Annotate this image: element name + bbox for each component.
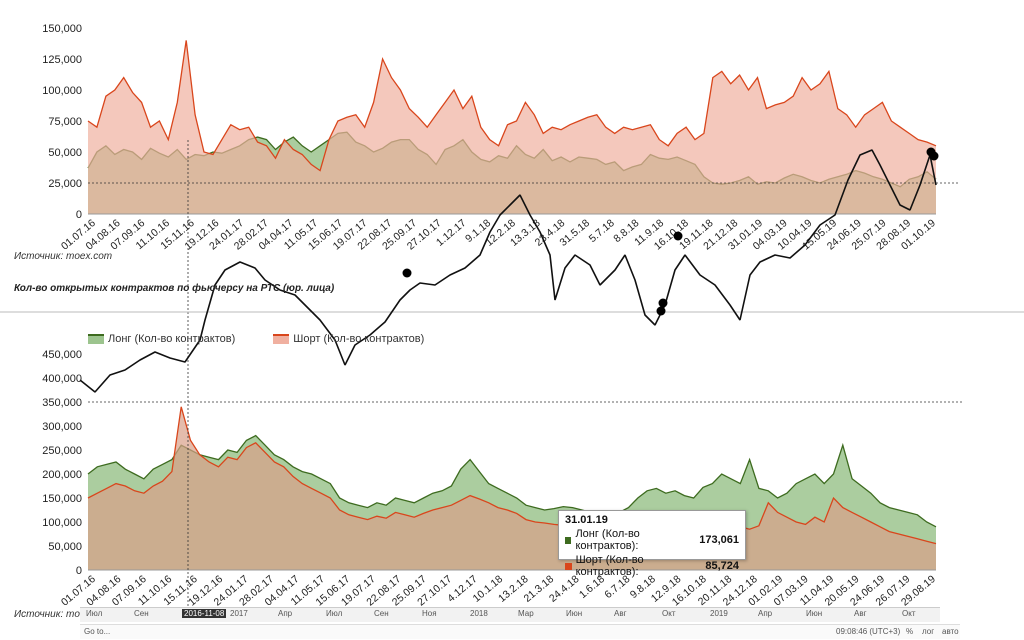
- y-tick-label: 100,000: [42, 517, 82, 529]
- y-tick-label: 0: [76, 209, 82, 221]
- y-tick-label: 150,000: [42, 23, 82, 35]
- series-1-area: [88, 40, 936, 215]
- source-top: Источник: moex.com: [14, 251, 113, 262]
- status-time: 09:08:46 (UTC+3): [836, 627, 901, 636]
- legend-long-label[interactable]: Лонг (Кол-во контрактов): [108, 333, 236, 345]
- legend: Лонг (Кол-во контрактов) Шорт (Кол-во ко…: [88, 333, 424, 345]
- navigator-label: Июл: [326, 609, 343, 618]
- source-bottom: Источник: mo: [14, 609, 80, 620]
- bottom-chart: 450,000 400,000 350,000 300,000 250,000 200,0…: [42, 349, 938, 609]
- price-overlay: [0, 140, 1024, 610]
- tooltip-long-label: Лонг (Кол-во контрактов):: [575, 528, 640, 552]
- log-toggle[interactable]: лог: [922, 627, 935, 636]
- y-tick-label: 450,000: [42, 349, 82, 361]
- navigator-label: Мар: [518, 609, 534, 618]
- navigator-label: Июн: [806, 609, 823, 618]
- tooltip-short-swatch: [565, 562, 572, 570]
- navigator-label: Окт: [662, 609, 676, 618]
- tooltip: 31.01.19 Лонг (Кол-во контрактов): 173,0…: [558, 510, 746, 578]
- navigator-label: Авг: [854, 609, 867, 618]
- legend-short-label[interactable]: Шорт (Кол-во контрактов): [293, 333, 425, 345]
- tooltip-long-row: Лонг (Кол-во контрактов): 173,061: [565, 528, 739, 552]
- status-bar: Go to... 09:08:46 (UTC+3) % лог авто: [80, 624, 960, 639]
- price-line: [79, 149, 937, 393]
- price-marker: [658, 298, 668, 308]
- navigator-label: Сен: [374, 609, 389, 618]
- top-chart: 150,000 125,000 100,000 75,000 50,000 25,000 0…: [42, 23, 960, 253]
- y-tick-label: 75,000: [48, 116, 82, 128]
- series-1-line: [87, 406, 937, 545]
- auto-toggle[interactable]: авто: [942, 627, 959, 636]
- navigator-label: Окт: [902, 609, 916, 618]
- price-marker: [402, 268, 412, 278]
- y-tick-label: 400,000: [42, 373, 82, 385]
- tooltip-short-value: 85,724: [705, 560, 739, 572]
- y-tick-label: 150,000: [42, 493, 82, 505]
- y-tick-label: 100,000: [42, 85, 82, 97]
- goto-link[interactable]: Go to...: [84, 627, 111, 636]
- y-tick-label: 25,000: [48, 178, 82, 190]
- price-marker: [929, 151, 939, 161]
- y-tick-label: 350,000: [42, 397, 82, 409]
- navigator-label: 2017: [230, 609, 248, 618]
- y-tick-label: 200,000: [42, 469, 82, 481]
- tooltip-short-label: Шорт (Кол-во контрактов):: [575, 554, 644, 578]
- price-marker: [673, 231, 683, 241]
- navigator-label: Сен: [134, 609, 149, 618]
- series-0-line: [87, 434, 937, 528]
- navigator-label: Ноя: [422, 609, 437, 618]
- tooltip-long-swatch: [565, 536, 572, 544]
- navigator-label: Авг: [614, 609, 627, 618]
- y-tick-label: 300,000: [42, 421, 82, 433]
- legend-short-swatch: [273, 334, 290, 344]
- navigator-label: Апр: [758, 609, 773, 618]
- navigator-label: 2016-11-08: [182, 609, 227, 618]
- navigator-label: Апр: [278, 609, 293, 618]
- x-tick-label: 5.7.18: [587, 217, 617, 245]
- navigator-label: Июл: [86, 609, 103, 618]
- navigator-label: 2018: [470, 609, 488, 618]
- navigator-label: Июн: [566, 609, 583, 618]
- chart-subtitle: Кол-во открытых контрактов по фьючерсу н…: [14, 283, 335, 294]
- percent-toggle[interactable]: %: [906, 627, 914, 636]
- y-tick-label: 250,000: [42, 445, 82, 457]
- legend-long-swatch: [88, 334, 104, 344]
- time-navigator[interactable]: Июл Сен 2016-11-08 2017 Апр Июл Сен Ноя 2018 Мар И…: [80, 607, 940, 622]
- tooltip-long-value: 173,061: [699, 534, 739, 546]
- y-tick-label: 125,000: [42, 54, 82, 66]
- y-tick-label: 0: [76, 565, 82, 577]
- y-tick-label: 50,000: [48, 147, 82, 159]
- series-1-line: [87, 40, 937, 172]
- y-tick-label: 50,000: [48, 541, 82, 553]
- price-marker: [656, 306, 666, 316]
- tooltip-short-row: Шорт (Кол-во контрактов): 85,724: [565, 554, 739, 578]
- navigator-label: 2019: [710, 609, 728, 618]
- tooltip-date: 31.01.19: [565, 514, 608, 526]
